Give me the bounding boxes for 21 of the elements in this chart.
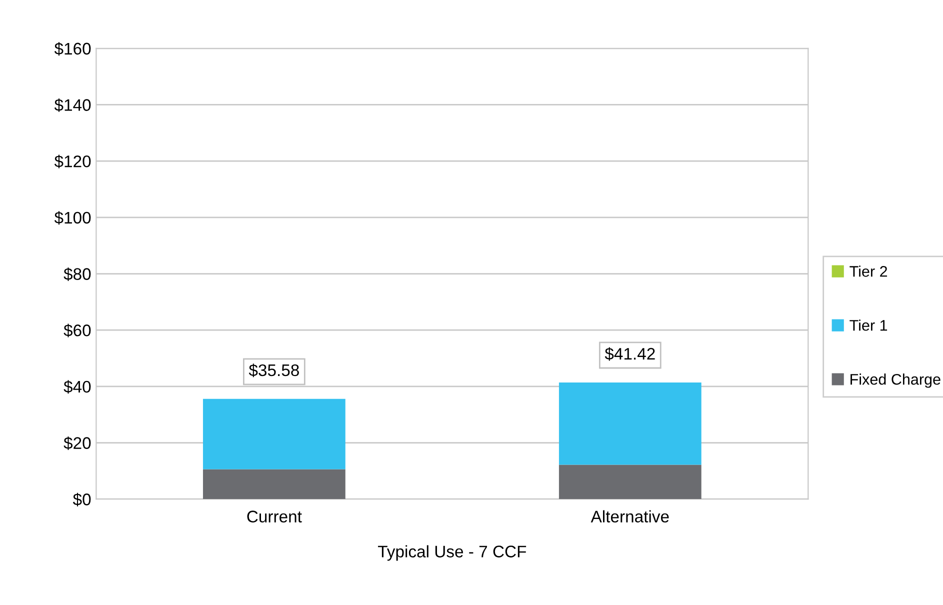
y-tick-label: $0 (72, 492, 91, 506)
y-tick-label: $100 (54, 211, 91, 225)
total-label: $35.58 (248, 364, 299, 378)
x-tick-label: Current (247, 510, 302, 522)
x-tick-label: Alternative (590, 510, 669, 522)
y-tick-label: $160 (54, 42, 91, 56)
bar (558, 382, 702, 465)
bar (202, 398, 346, 470)
legend-label: Tier 2 (850, 266, 888, 277)
y-tick-label: $80 (64, 267, 91, 281)
y-tick-label: $120 (54, 154, 91, 168)
bar (202, 469, 346, 500)
legend-label: Fixed Charge (850, 374, 940, 388)
total-label: $41.42 (604, 347, 655, 361)
legend-label: Tier 1 (850, 320, 888, 331)
y-tick-label: $20 (64, 436, 91, 450)
x-axis-title: Typical Use - 7 CCF (378, 545, 526, 561)
y-tick-label: $140 (54, 98, 91, 112)
y-tick-label: $40 (64, 380, 91, 394)
bar (558, 464, 702, 500)
y-tick-label: $60 (64, 324, 91, 338)
